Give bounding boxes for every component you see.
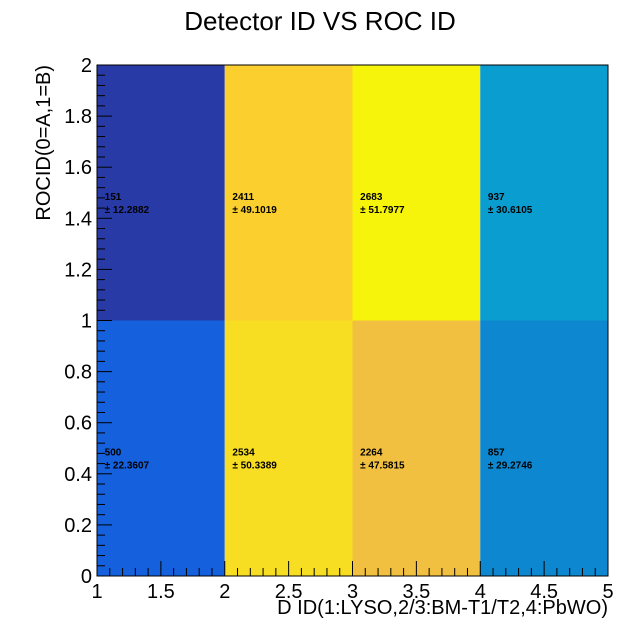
- x-tick-label: 5: [602, 581, 613, 603]
- heatmap-cells: [97, 65, 608, 576]
- cell-value-label: 857: [488, 447, 505, 458]
- heatmap-cell: [97, 320, 225, 576]
- heatmap-cell: [97, 65, 225, 321]
- heatmap-cell: [480, 65, 608, 321]
- x-tick-label: 1: [91, 581, 102, 603]
- x-tick-label: 3.5: [402, 581, 430, 603]
- y-tick-label: 1.4: [64, 208, 92, 230]
- cell-error-label: ± 51.7977: [360, 205, 405, 216]
- x-tick-label: 1.5: [147, 581, 175, 603]
- y-tick-label: 1.8: [64, 106, 92, 128]
- y-tick-label: 1.2: [64, 259, 92, 281]
- cell-error-label: ± 29.2746: [488, 460, 533, 471]
- cell-value-label: 2534: [232, 447, 255, 458]
- y-tick-label: 0.2: [64, 515, 92, 537]
- cell-error-label: ± 47.5815: [360, 460, 405, 471]
- y-tick-label: 1.6: [64, 157, 92, 179]
- chart-title: Detector ID VS ROC ID: [184, 6, 456, 36]
- heatmap-cell: [224, 320, 353, 576]
- y-tick-label: 2: [81, 55, 92, 77]
- x-tick-label: 4: [475, 581, 486, 603]
- cell-error-label: ± 30.6105: [488, 205, 533, 216]
- y-tick-label: 0.8: [64, 362, 92, 384]
- x-tick-label: 2: [219, 581, 230, 603]
- cell-value-label: 2683: [360, 192, 383, 203]
- heatmap-cell: [224, 65, 353, 321]
- heatmap-cell: [480, 320, 608, 576]
- y-tick-label: 0: [81, 566, 92, 588]
- cell-value-label: 151: [105, 192, 122, 203]
- cell-error-label: ± 12.2882: [105, 205, 150, 216]
- cell-value-label: 500: [105, 447, 122, 458]
- x-tick-label: 3: [347, 581, 358, 603]
- y-tick-label: 1: [81, 311, 92, 333]
- y-tick-label: 0.6: [64, 413, 92, 435]
- cell-labels: 500 ± 22.3607 2534 ± 50.3389 2264 ± 47.5815 85…: [105, 192, 533, 472]
- cell-error-label: ± 50.3389: [232, 460, 277, 471]
- y-tick-label: 0.4: [64, 464, 92, 486]
- heatmap-cell: [352, 320, 481, 576]
- x-axis: 1 1.5 2 2.5 3 3.5 4 4.5 5: [91, 561, 614, 603]
- y-axis: 0 0.2 0.4 0.6 0.8 1 1.2 1.4 1.6 1.8 2: [64, 55, 112, 588]
- cell-value-label: 2264: [360, 447, 383, 458]
- y-axis-label: ROCID(0=A,1=B): [33, 65, 55, 221]
- x-tick-label: 4.5: [530, 581, 558, 603]
- cell-value-label: 2411: [232, 192, 254, 203]
- cell-value-label: 937: [488, 192, 505, 203]
- x-axis-label: D ID(1:LYSO,2/3:BM-T1/T2,4:PbWO): [277, 597, 608, 619]
- cell-error-label: ± 22.3607: [105, 460, 150, 471]
- cell-error-label: ± 49.1019: [232, 205, 277, 216]
- x-tick-label: 2.5: [275, 581, 303, 603]
- heatmap-cell: [352, 65, 481, 321]
